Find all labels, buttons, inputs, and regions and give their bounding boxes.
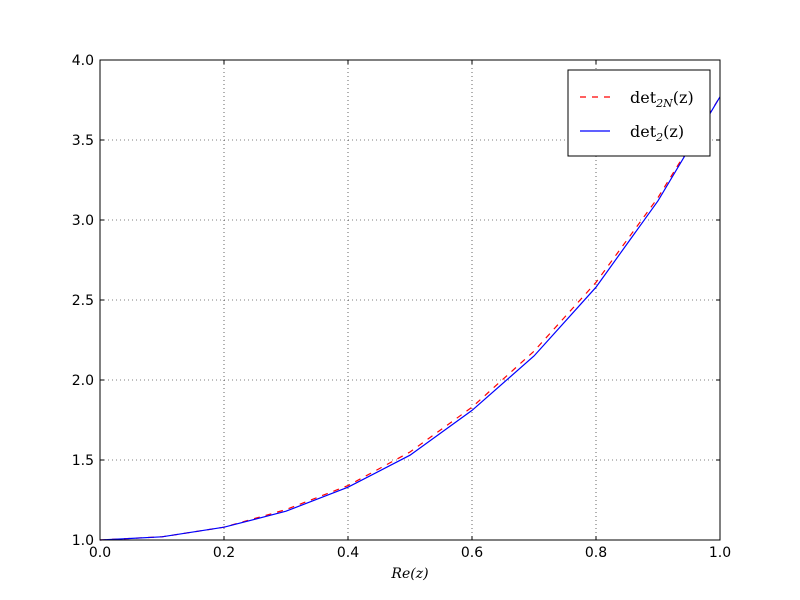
- line-series: [99, 96, 721, 541]
- y-tick-label: 2.5: [72, 293, 94, 309]
- y-tick-label: 3.5: [72, 133, 94, 149]
- y-tick-label: 1.0: [72, 533, 94, 549]
- line-series: [99, 96, 721, 541]
- plot-frame: [99, 59, 721, 541]
- y-tick-label: 2.0: [72, 373, 94, 389]
- x-tick-label: 1.0: [709, 545, 731, 561]
- x-tick-label: 0.0: [89, 545, 111, 561]
- y-tick-label: 1.5: [72, 453, 94, 469]
- y-tick-label: 3.0: [72, 213, 94, 229]
- x-tick-label: 0.4: [337, 545, 359, 561]
- x-tick-label: 0.2: [213, 545, 235, 561]
- x-tick-label: 0.6: [461, 545, 483, 561]
- legend-label: det2(z): [630, 122, 684, 144]
- legend-box: [567, 69, 711, 157]
- legend-label: det2N(z): [630, 88, 694, 110]
- x-tick-label: 0.8: [585, 545, 607, 561]
- y-tick-label: 4.0: [72, 53, 94, 69]
- x-axis-label: Re(z): [390, 566, 428, 582]
